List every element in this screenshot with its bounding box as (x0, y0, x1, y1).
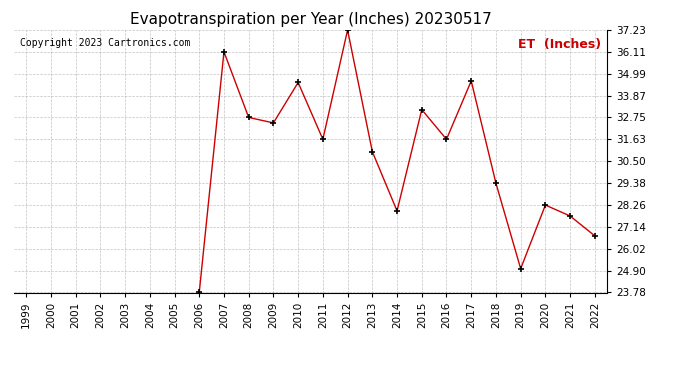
Text: Copyright 2023 Cartronics.com: Copyright 2023 Cartronics.com (20, 38, 190, 48)
Title: Evapotranspiration per Year (Inches) 20230517: Evapotranspiration per Year (Inches) 202… (130, 12, 491, 27)
Text: ET  (Inches): ET (Inches) (518, 38, 601, 51)
